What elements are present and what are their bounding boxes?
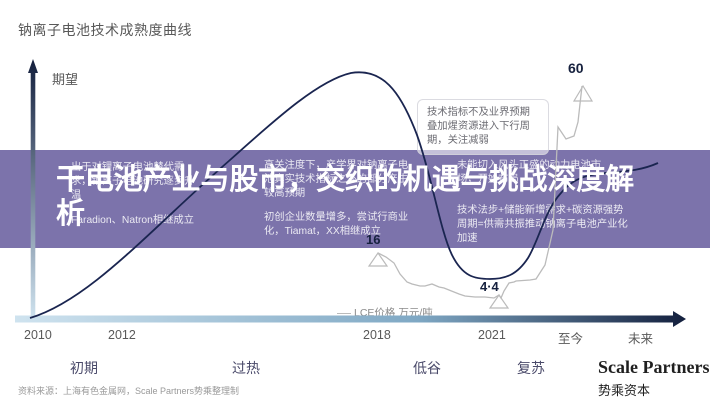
- svg-text:60: 60: [568, 60, 584, 76]
- svg-text:16: 16: [366, 232, 380, 247]
- svg-text:4·4: 4·4: [480, 279, 500, 294]
- svg-text:期望: 期望: [52, 72, 78, 87]
